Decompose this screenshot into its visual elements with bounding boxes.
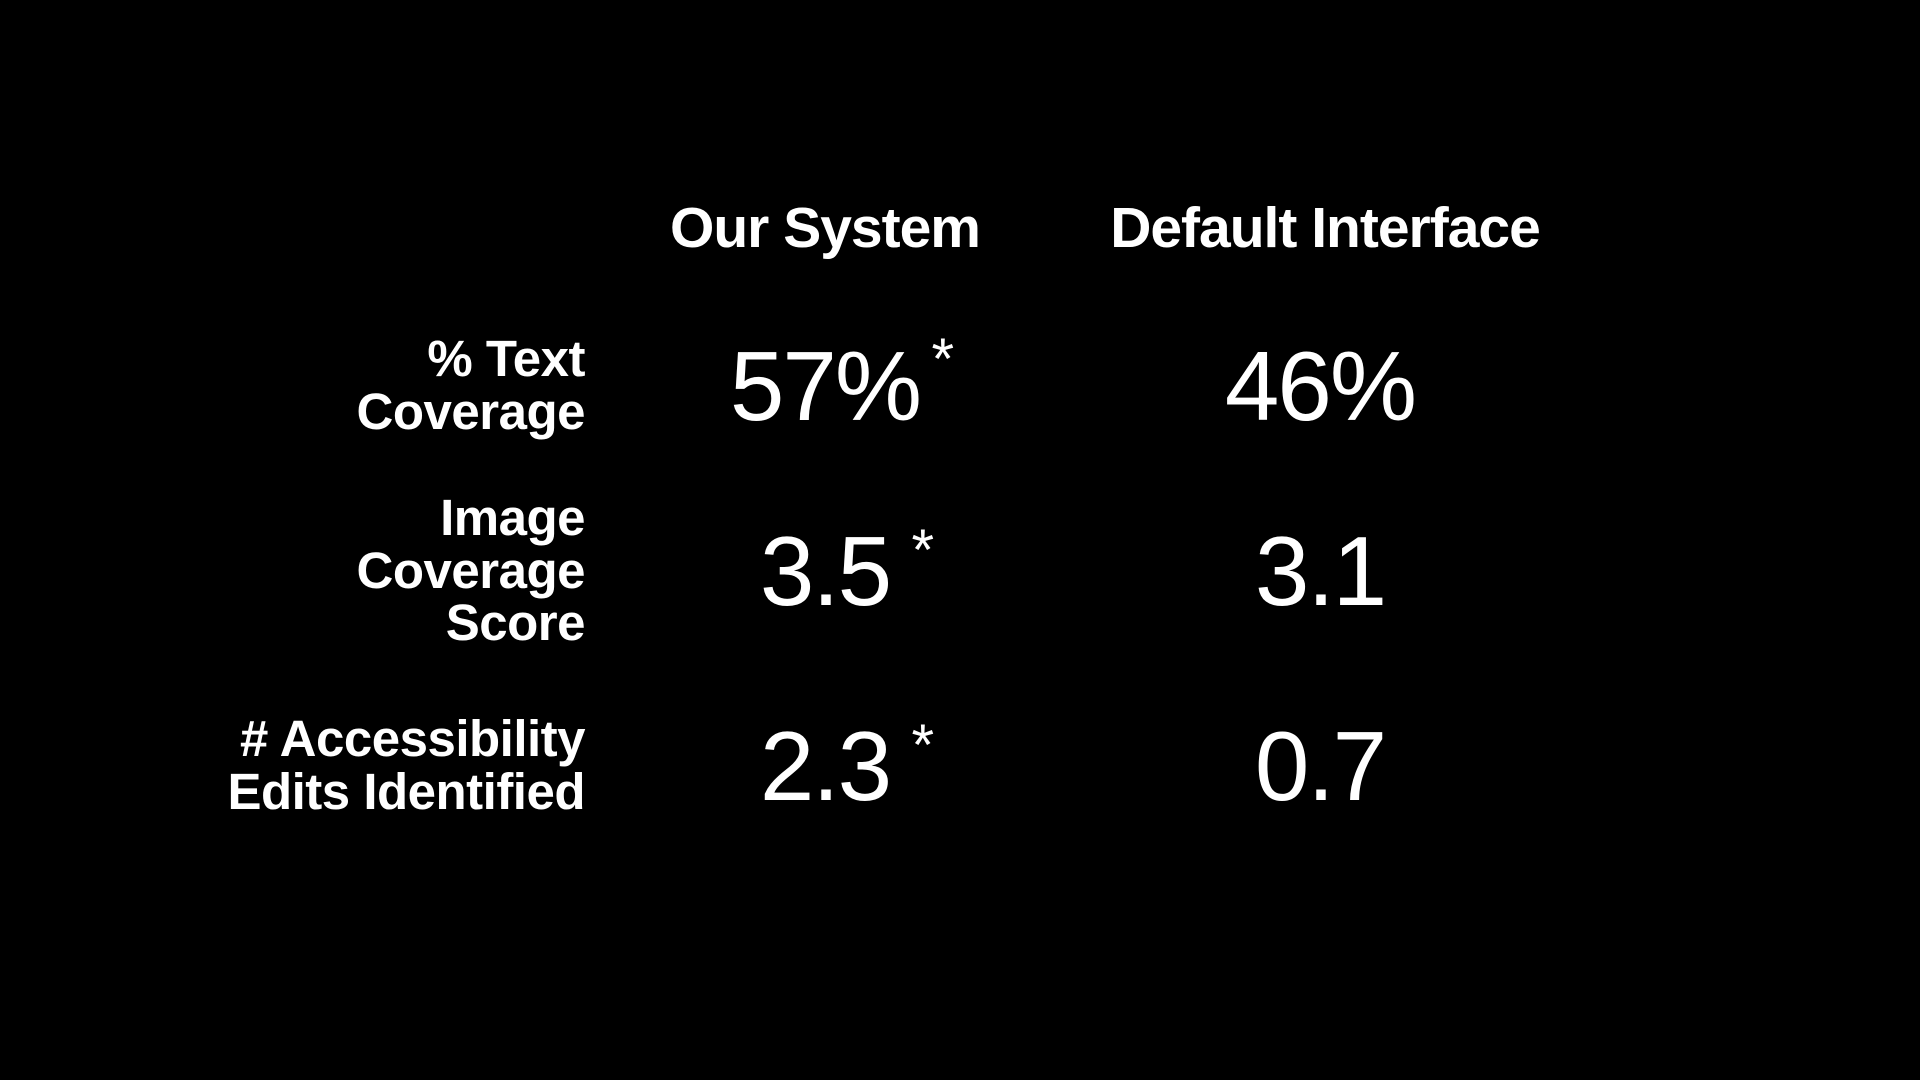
value-text: 2.3 [760, 711, 890, 821]
significance-star: * [932, 326, 953, 393]
row-label-line: % Text [427, 333, 585, 386]
row-label-accessibility-edits: # Accessibility Edits Identified [185, 671, 585, 861]
row-label-line: Coverage [357, 386, 585, 439]
significance-star: * [912, 517, 933, 584]
row-label-text-coverage: % Text Coverage [185, 301, 585, 471]
header-empty [185, 261, 585, 301]
row-label-line: Score [446, 597, 585, 650]
header-default-interface: Default Interface [1065, 195, 1575, 301]
value-default-image-coverage: 3.1 [1065, 471, 1575, 671]
value-text: 57% [730, 331, 920, 441]
comparison-slide: Our System Default Interface % Text Cove… [0, 0, 1920, 1080]
value-our-image-coverage: 3.5 * [585, 471, 1065, 671]
value-text: 0.7 [1255, 710, 1385, 823]
row-label-line: Image [440, 492, 585, 545]
significance-star: * [912, 712, 933, 779]
row-label-line: Coverage [357, 545, 585, 598]
value-text: 46% [1225, 330, 1415, 443]
row-label-line: # Accessibility [240, 713, 585, 766]
value-our-text-coverage: 57% * [585, 301, 1065, 471]
value-our-accessibility: 2.3 * [585, 671, 1065, 861]
header-our-system: Our System [585, 195, 1065, 301]
value-default-text-coverage: 46% [1065, 301, 1575, 471]
row-label-image-coverage: Image Coverage Score [185, 471, 585, 671]
value-text: 3.5 [760, 516, 890, 626]
value-text: 3.1 [1255, 515, 1385, 628]
comparison-table: Our System Default Interface % Text Cove… [185, 195, 1575, 861]
value-default-accessibility: 0.7 [1065, 671, 1575, 861]
row-label-line: Edits Identified [227, 766, 585, 819]
